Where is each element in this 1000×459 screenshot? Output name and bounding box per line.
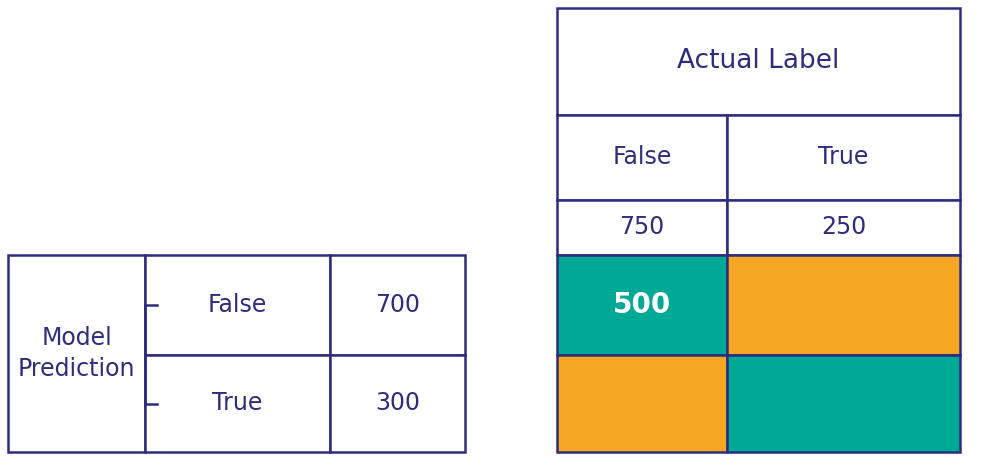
Bar xyxy=(557,200,727,255)
Text: 500: 500 xyxy=(613,291,671,319)
Text: 750: 750 xyxy=(619,215,665,240)
Bar xyxy=(145,355,330,452)
Text: True: True xyxy=(818,146,869,169)
Bar xyxy=(727,115,960,200)
Bar xyxy=(727,200,960,255)
Text: False: False xyxy=(208,293,267,317)
Text: 700: 700 xyxy=(375,293,420,317)
Text: Model
Prediction: Model Prediction xyxy=(18,326,135,381)
Bar xyxy=(145,255,330,355)
Text: False: False xyxy=(612,146,672,169)
Bar xyxy=(557,115,727,200)
Bar xyxy=(557,355,727,452)
Bar xyxy=(557,8,960,115)
Bar xyxy=(330,255,465,355)
Bar xyxy=(727,255,960,355)
Text: 300: 300 xyxy=(375,392,420,415)
Bar xyxy=(330,355,465,452)
Text: True: True xyxy=(212,392,263,415)
Text: Actual Label: Actual Label xyxy=(677,49,840,74)
Bar xyxy=(727,355,960,452)
Bar xyxy=(557,255,727,355)
Bar xyxy=(8,255,145,452)
Text: 250: 250 xyxy=(821,215,866,240)
